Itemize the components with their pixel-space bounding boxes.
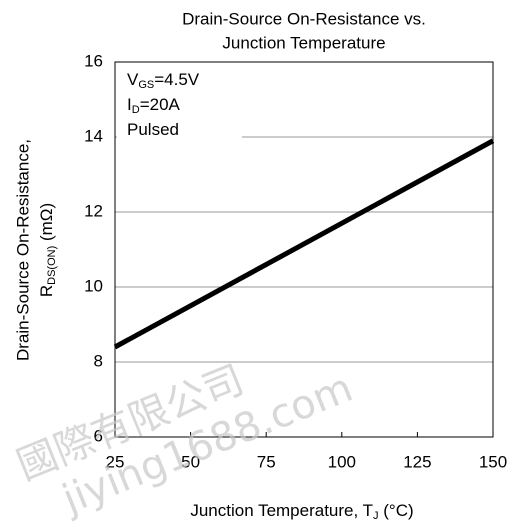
annotation-background [117, 66, 242, 154]
annotation: ID=20A [127, 95, 181, 115]
y-tick-label: 10 [84, 276, 103, 295]
annotation-sub: GS [138, 79, 154, 91]
y-tick-label: 16 [84, 51, 103, 70]
annotation: Pulsed [127, 120, 179, 139]
x-tick-label: 50 [181, 452, 200, 471]
y-axis-label: Drain-Source On-Resistance, RDS(ON) (mΩ) [13, 139, 57, 361]
data-line [113, 138, 495, 350]
x-tick-label: 100 [328, 452, 356, 471]
annotation-sub: D [132, 104, 140, 116]
x-tick-label: 75 [257, 452, 276, 471]
annotation-main: Pulsed [127, 120, 179, 139]
x-tick-label: 150 [479, 452, 507, 471]
y-label-line: RDS(ON) (mΩ) [37, 203, 57, 297]
x-tick-label: 125 [403, 452, 431, 471]
x-axis-label: Junction Temperature, TJ (°C) [190, 501, 413, 521]
y-tick-label: 6 [94, 426, 103, 445]
annotation-main: I [127, 95, 132, 114]
annotation-rest: =4.5V [154, 70, 200, 89]
y-label-line: Drain-Source On-Resistance, [13, 139, 32, 361]
plot-frame [114, 61, 494, 438]
annotation: VGS=4.5V [127, 70, 200, 90]
chart-title: Junction Temperature [222, 33, 385, 52]
x-tick-label: 25 [106, 452, 125, 471]
chart-title: Drain-Source On-Resistance vs. [182, 9, 426, 28]
annotation-rest: =20A [140, 95, 181, 114]
y-tick-label: 12 [84, 201, 103, 220]
annotation-main: V [127, 70, 139, 89]
y-tick-label: 8 [94, 351, 103, 370]
y-tick-label: 14 [84, 126, 103, 145]
